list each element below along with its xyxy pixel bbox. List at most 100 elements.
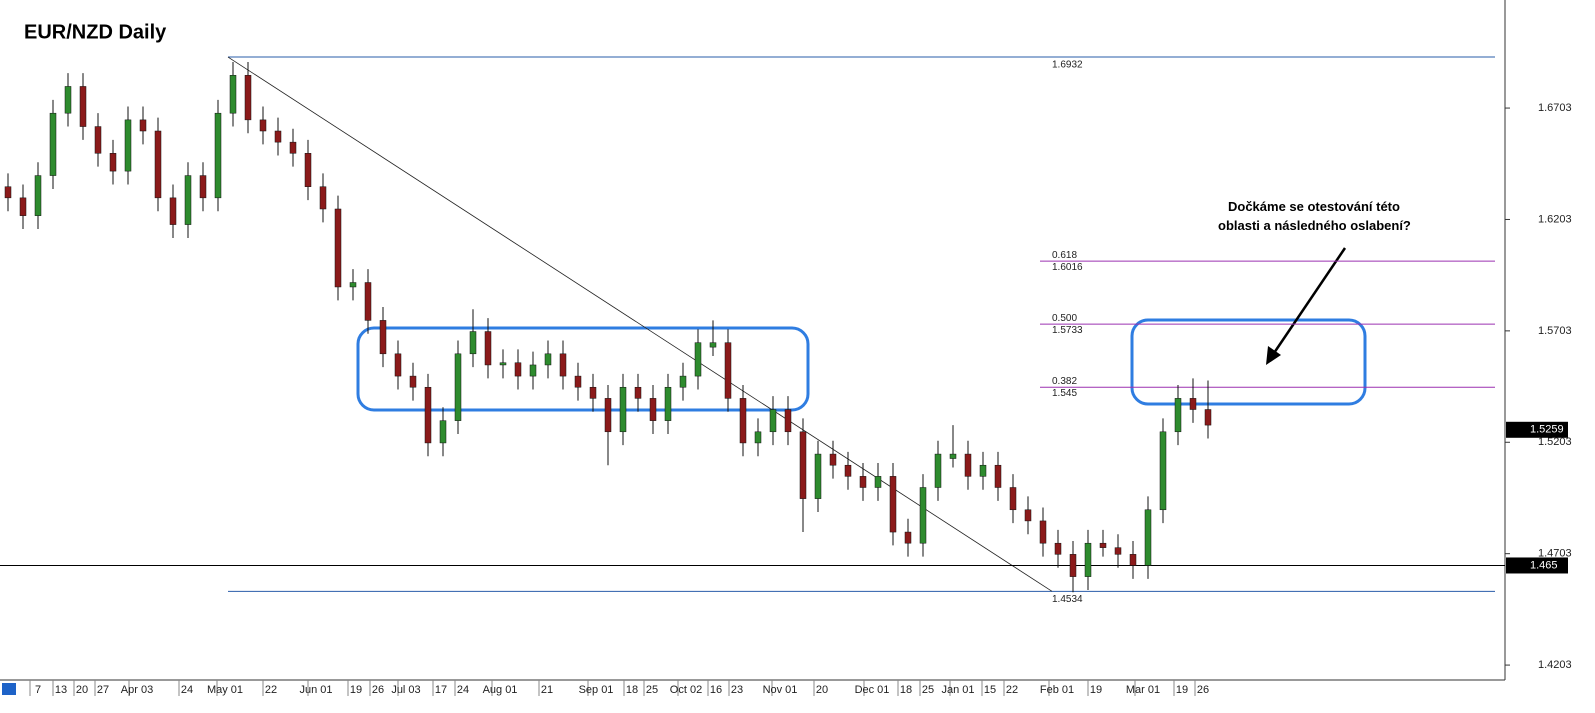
candle-body xyxy=(679,375,687,388)
annotation-arrow xyxy=(1270,247,1347,357)
x-tick-label: 16 xyxy=(710,684,722,696)
candle-body xyxy=(844,464,852,477)
candle-body xyxy=(1054,542,1062,555)
price-tag xyxy=(1506,421,1568,438)
fib-price: 1.6016 xyxy=(1052,262,1083,273)
x-tick-label: Jun 01 xyxy=(299,684,332,696)
fib-ratio: 0.618 xyxy=(1052,250,1077,261)
candle-body xyxy=(4,186,12,199)
candle-body xyxy=(754,431,762,444)
x-tick-label: Dec 01 xyxy=(855,684,890,696)
candle-body xyxy=(469,331,477,355)
candle-body xyxy=(1159,431,1167,511)
candle-body xyxy=(229,75,237,114)
candle-body xyxy=(484,331,492,366)
x-tick-label: 24 xyxy=(181,684,193,696)
x-tick-label: 20 xyxy=(816,684,828,696)
x-tick-label: 26 xyxy=(372,684,384,696)
candle-body xyxy=(79,86,87,127)
candle-body xyxy=(379,320,387,355)
candle-body xyxy=(319,186,327,210)
candle-body xyxy=(574,375,582,388)
candle-body xyxy=(889,476,897,533)
candle-body xyxy=(1069,554,1077,577)
candle-body xyxy=(529,364,537,377)
x-tick-label: 15 xyxy=(984,684,996,696)
y-tick-label: 1.6703 xyxy=(1538,102,1572,114)
x-tick-label: 26 xyxy=(1197,684,1209,696)
x-tick-label: 19 xyxy=(1090,684,1102,696)
price-tag-label: 1.5259 xyxy=(1530,424,1564,436)
candle-body xyxy=(934,453,942,488)
candle-body xyxy=(769,409,777,433)
candle-body xyxy=(859,476,867,488)
candle-body xyxy=(589,386,597,399)
y-tick-label: 1.4203 xyxy=(1538,659,1572,671)
x-tick-label: 25 xyxy=(922,684,934,696)
candle-body xyxy=(259,119,267,132)
chart-title: EUR/NZD Daily xyxy=(24,21,167,43)
x-tick-label: Aug 01 xyxy=(483,684,518,696)
menu-icon[interactable] xyxy=(2,683,16,695)
candle-body xyxy=(214,112,222,199)
y-tick-label: 1.7203 xyxy=(1538,0,1572,3)
candle-body xyxy=(199,175,207,199)
candle-body xyxy=(919,487,927,544)
candle-body xyxy=(1084,542,1092,577)
x-tick-label: 19 xyxy=(1176,684,1188,696)
candle-body xyxy=(799,431,807,499)
arrow-head xyxy=(1266,346,1281,365)
candle-body xyxy=(814,453,822,499)
candle-body xyxy=(649,398,657,421)
x-tick-label: Apr 03 xyxy=(121,684,153,696)
candle-body xyxy=(724,342,732,399)
candle-body xyxy=(439,420,447,444)
candle-body xyxy=(559,353,567,377)
candle-body xyxy=(964,453,972,477)
y-tick-label: 1.5703 xyxy=(1538,325,1572,337)
candle-body xyxy=(1099,542,1107,548)
x-tick-label: 22 xyxy=(265,684,277,696)
candle-body xyxy=(64,86,72,114)
y-tick-label: 1.4703 xyxy=(1538,548,1572,560)
x-tick-label: 17 xyxy=(435,684,447,696)
candle-body xyxy=(784,409,792,433)
x-tick-label: 27 xyxy=(97,684,109,696)
target-box xyxy=(1130,318,1367,406)
candle-body xyxy=(709,342,717,348)
candle-body xyxy=(829,453,837,466)
candle-body xyxy=(124,119,132,172)
candle-body xyxy=(184,175,192,225)
candle-body xyxy=(619,386,627,433)
candle-body xyxy=(874,476,882,488)
x-tick-label: Oct 02 xyxy=(670,684,702,696)
price-tag xyxy=(1506,557,1568,574)
x-tick-label: 7 xyxy=(35,684,41,696)
x-tick-label: May 01 xyxy=(207,684,243,696)
candle-body xyxy=(424,386,432,444)
y-tick-label: 1.5203 xyxy=(1538,436,1572,448)
x-tick-label: Jul 03 xyxy=(391,684,420,696)
fib-price: 1.545 xyxy=(1052,388,1077,399)
price-tag-label: 1.465 xyxy=(1530,559,1558,571)
candle-body xyxy=(349,282,357,288)
fib-ratio: 0.382 xyxy=(1052,376,1077,387)
candle-body xyxy=(1174,398,1182,433)
candle-body xyxy=(949,453,957,459)
candle-body xyxy=(634,386,642,399)
fib-ratio: 0.500 xyxy=(1052,313,1077,324)
x-tick-label: Nov 01 xyxy=(763,684,798,696)
candle-body xyxy=(499,362,507,366)
candle-body xyxy=(169,197,177,225)
candle-body xyxy=(739,398,747,444)
candle-body xyxy=(454,353,462,421)
candle-body xyxy=(1129,554,1137,566)
x-tick-label: 24 xyxy=(457,684,469,696)
candle-body xyxy=(274,130,282,143)
candle-body xyxy=(1024,509,1032,522)
trendline xyxy=(227,56,1053,592)
candle-body xyxy=(1204,409,1212,426)
fib-price: 1.5733 xyxy=(1052,325,1083,336)
